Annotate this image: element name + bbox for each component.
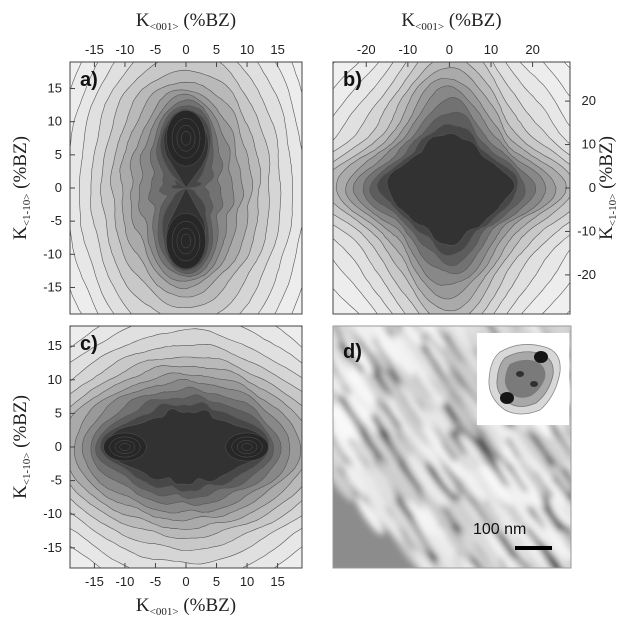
y-tick-label: 10: [582, 137, 596, 152]
contour-panel-c: -15 -10 -5 0 5 10 15 -15 -10 -5 0 5 10 15 c) K<001> (%B…: [10, 325, 303, 618]
y-tick-label: 5: [55, 405, 62, 420]
x-tick-label: -20: [357, 42, 376, 57]
x-axis-label: K<001> (%BZ): [401, 10, 501, 33]
x-tick-label: -15: [85, 42, 104, 57]
panel-label: a): [80, 69, 98, 91]
x-tick-label: 5: [213, 574, 220, 589]
y-tick-label: 5: [55, 147, 62, 162]
y-tick-label: -10: [577, 223, 596, 238]
x-tick-label: -10: [398, 42, 417, 57]
x-tick-label: -10: [116, 42, 135, 57]
x-tick-label: 0: [446, 42, 453, 57]
contour-level: [386, 132, 515, 246]
contour-peak: [180, 131, 192, 146]
x-tick-label: 0: [182, 42, 189, 57]
y-tick-label: -5: [50, 473, 62, 488]
y-tick-label: -20: [577, 267, 596, 282]
y-axis-label: K<1-10> (%BZ): [10, 136, 33, 240]
x-axis-label: K<001> (%BZ): [136, 595, 236, 618]
x-tick-label: 10: [484, 42, 498, 57]
y-tick-label: 15: [48, 81, 62, 96]
y-tick-label: -15: [43, 279, 62, 294]
panel-label: c): [80, 333, 98, 355]
x-tick-label: -10: [116, 574, 135, 589]
y-tick-label: -5: [50, 213, 62, 228]
scale-bar-label: 100 nm: [473, 521, 526, 538]
contour-panel-a: -15 -10 -5 0 5 10 15 -15 -10 -5 0 5 10 15 a) K<001> (%B…: [10, 10, 303, 315]
x-tick-label: 15: [270, 574, 284, 589]
y-axis-label: K<1-10> (%BZ): [596, 136, 619, 240]
contour-panel-b: -20 -10 0 10 20 -20 -10 0 10 20 b) K<001> (%BZ) K<1-…: [332, 10, 619, 315]
y-tick-label: -10: [43, 506, 62, 521]
x-axis-label: K<001> (%BZ): [136, 10, 236, 33]
y-tick-label: 0: [55, 180, 62, 195]
panel-label: b): [343, 69, 362, 91]
stm-stripe-texture: [333, 326, 571, 568]
y-tick-label: 0: [589, 180, 596, 195]
y-tick-label: 15: [48, 338, 62, 353]
x-tick-label: -5: [150, 42, 162, 57]
y-tick-label: 0: [55, 439, 62, 454]
y-tick-label: 10: [48, 114, 62, 129]
x-tick-label: 10: [240, 574, 254, 589]
scale-bar: [515, 546, 552, 550]
contour-peak: [241, 443, 253, 451]
x-tick-label: -15: [85, 574, 104, 589]
panel-label-d: d): [343, 341, 362, 363]
y-tick-label: 20: [582, 93, 596, 108]
x-tick-label: -5: [150, 574, 162, 589]
y-tick-label: 10: [48, 372, 62, 387]
y-axis-label: K<1-10> (%BZ): [10, 395, 33, 499]
fft-inset: [477, 333, 569, 425]
x-tick-label: 5: [213, 42, 220, 57]
x-tick-label: 20: [525, 42, 539, 57]
contour-peak: [180, 233, 192, 249]
x-tick-label: 0: [182, 574, 189, 589]
y-tick-label: -15: [43, 540, 62, 555]
contour-peak: [119, 443, 131, 451]
x-tick-label: 15: [270, 42, 284, 57]
y-tick-label: -10: [43, 246, 62, 261]
stm-image-panel: 100 nm d): [332, 325, 572, 569]
x-tick-label: 10: [240, 42, 254, 57]
